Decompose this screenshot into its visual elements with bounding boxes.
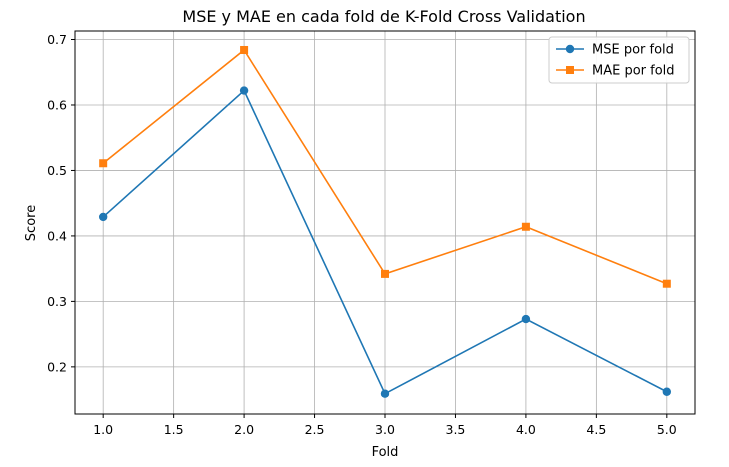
y-tick-label: 0.3 xyxy=(47,294,67,309)
legend-label-mse-por-fold: MSE por fold xyxy=(592,43,674,58)
x-tick-label: 2.5 xyxy=(305,422,325,437)
mae-por-fold-point xyxy=(99,159,108,168)
x-tick-label: 3.5 xyxy=(446,422,466,437)
x-tick-label: 1.0 xyxy=(93,422,113,437)
x-tick-label: 5.0 xyxy=(657,422,677,437)
chart-title: MSE y MAE en cada fold de K-Fold Cross V… xyxy=(182,7,585,26)
y-axis-label: Score xyxy=(24,205,39,241)
x-tick-label: 4.5 xyxy=(586,422,606,437)
x-tick-label: 4.0 xyxy=(516,422,536,437)
y-tick-label: 0.4 xyxy=(47,228,67,243)
series-group xyxy=(98,45,672,398)
mse-por-fold-point xyxy=(521,314,531,324)
x-tick-label: 2.0 xyxy=(234,422,254,437)
grid xyxy=(75,31,695,414)
x-tick-label: 3.0 xyxy=(375,422,395,437)
y-tick-label: 0.6 xyxy=(47,97,67,112)
plot-area-frame xyxy=(74,30,696,415)
axis-ticks: 1.0 1.5 2.0 2.5 3.0 3.5 4.0 4.5 5.0 0.2 0.3 0.4 0.5 0… xyxy=(47,32,677,437)
mse-por-fold-point xyxy=(98,212,108,222)
mae-por-fold-point xyxy=(381,269,389,278)
mse-por-fold-point xyxy=(662,387,672,396)
legend: MSE por fold MAE por fold xyxy=(548,36,690,84)
y-tick-label: 0.7 xyxy=(47,32,67,47)
mae-por-fold-point xyxy=(521,222,530,231)
legend-label-mae-por-fold: MAE por fold xyxy=(592,64,675,79)
mse-por-fold-point xyxy=(239,86,249,95)
x-tick-label: 1.5 xyxy=(164,422,184,437)
mse-por-fold-point xyxy=(380,389,390,398)
mae-por-fold-point xyxy=(662,279,671,288)
legend-marker-mse-por-fold xyxy=(565,44,575,54)
y-tick-label: 0.2 xyxy=(47,359,67,374)
y-tick-label: 0.5 xyxy=(47,163,67,178)
legend-marker-mae-por-fold xyxy=(566,66,574,74)
mae-por-fold-point xyxy=(240,45,249,54)
x-axis-label: Fold xyxy=(372,445,399,460)
